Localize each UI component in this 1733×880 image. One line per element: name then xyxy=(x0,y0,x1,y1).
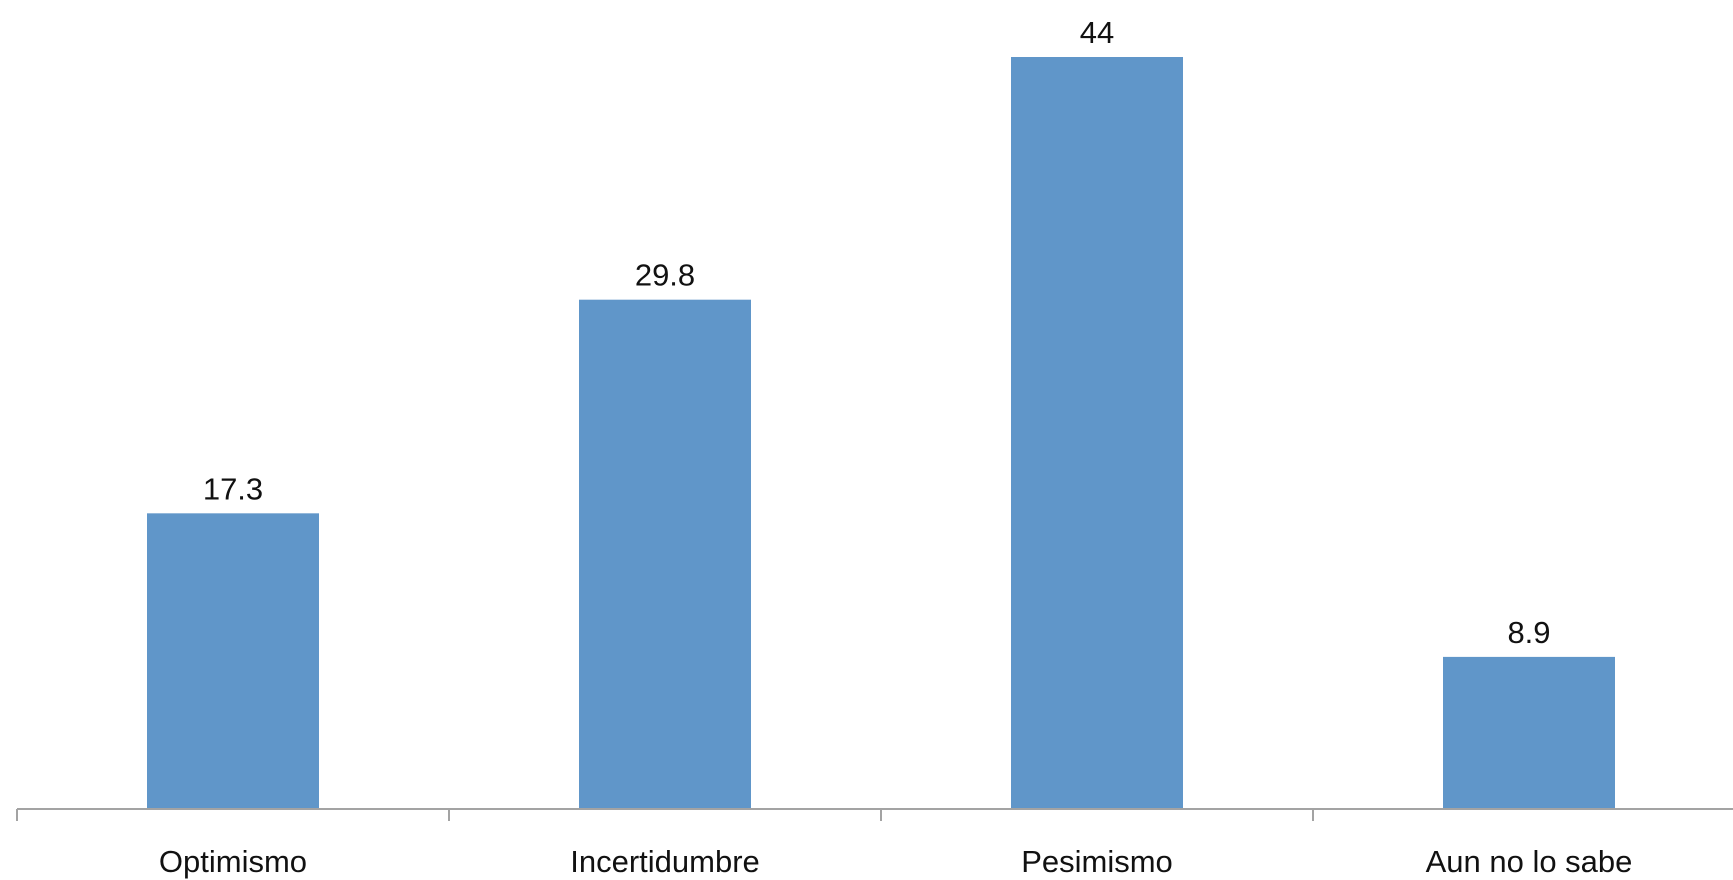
x-tick-label: Pesimismo xyxy=(1021,844,1173,879)
data-label: 44 xyxy=(1080,15,1114,50)
x-axis-tick-labels: Optimismo Incertidumbre Pesimismo Aun no lo… xyxy=(159,844,1632,879)
bars-group xyxy=(147,57,1615,809)
data-label: 17.3 xyxy=(203,471,263,506)
x-axis-ticks xyxy=(16,809,1314,821)
x-tick-label: Aun no lo sabe xyxy=(1426,844,1633,879)
bar-pesimismo xyxy=(1011,57,1183,809)
x-tick-label: Optimismo xyxy=(159,844,307,879)
data-label: 29.8 xyxy=(635,258,695,293)
bar-incertidumbre xyxy=(579,299,751,809)
bar-aun-no-lo-sabe xyxy=(1443,656,1615,809)
data-labels-group: 17.3 29.8 44 8.9 xyxy=(203,15,1551,650)
x-tick-label: Incertidumbre xyxy=(570,844,760,879)
bar-optimismo xyxy=(147,513,319,809)
data-label: 8.9 xyxy=(1507,615,1550,650)
